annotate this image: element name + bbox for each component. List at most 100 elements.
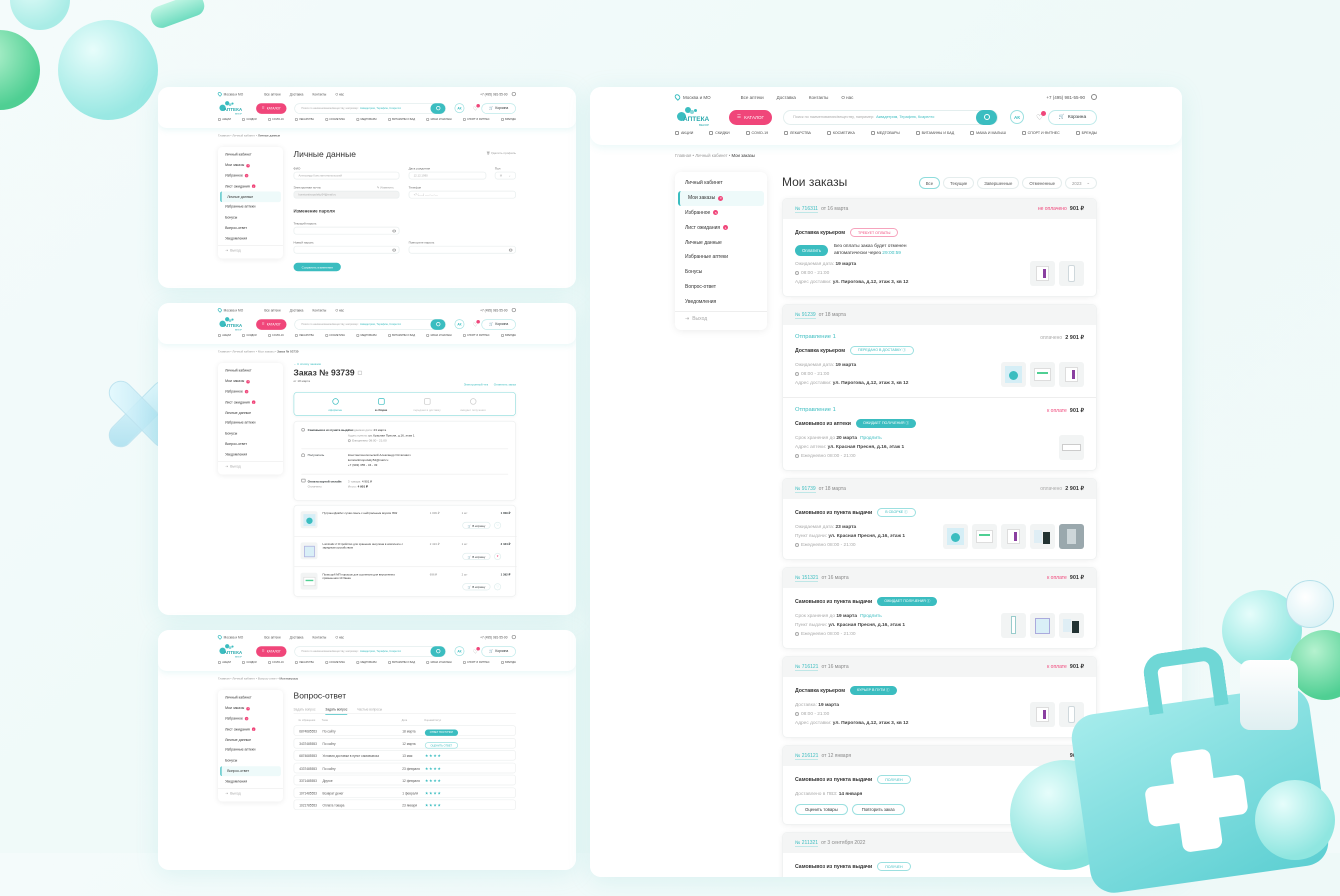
catalog-button[interactable]: ☰ КАТАЛОГ bbox=[256, 102, 287, 114]
top-link[interactable]: Контакты bbox=[312, 635, 327, 639]
top-link[interactable]: Все аптеки bbox=[264, 308, 281, 312]
current-password-input[interactable] bbox=[293, 226, 400, 235]
dob-input[interactable]: 12.12.1990 bbox=[408, 171, 487, 180]
order-number[interactable]: № 716311 bbox=[795, 205, 819, 213]
top-link[interactable]: Доставка bbox=[289, 635, 304, 639]
search-button[interactable] bbox=[430, 102, 446, 114]
nav-item[interactable]: Бренды bbox=[500, 334, 516, 337]
nav-item[interactable]: Витамины и БАД bbox=[387, 118, 415, 121]
nav-item[interactable]: Лекарства bbox=[294, 118, 314, 121]
location-selector[interactable]: Москва и МО bbox=[217, 307, 243, 313]
nav-item[interactable]: Бренды bbox=[500, 118, 516, 121]
search-button[interactable] bbox=[430, 318, 446, 330]
breadcrumb-item[interactable]: Главная bbox=[218, 133, 230, 138]
top-link[interactable]: Все аптеки bbox=[264, 635, 281, 639]
order-card[interactable]: № 91739 от 18 марта оплачено 2 901 ₽ Самовы… bbox=[782, 478, 1097, 560]
add-to-cart-button[interactable]: 🛒 В корзину bbox=[462, 583, 491, 591]
nav-item[interactable]: Витамины и БАД bbox=[387, 661, 415, 664]
product-thumbnail[interactable] bbox=[1059, 362, 1084, 387]
nav-item[interactable]: Спорт и фитнес bbox=[462, 118, 490, 121]
nav-item[interactable]: Лекарства bbox=[294, 661, 314, 664]
extend-link[interactable]: Продлить bbox=[860, 614, 882, 619]
product-name[interactable]: Полисорб МП порошок для суспензии для вн… bbox=[322, 572, 395, 580]
top-link[interactable]: Контакты bbox=[808, 94, 829, 100]
order-card[interactable]: № 716121 от 16 марта к оплате 901 ₽ Доставк… bbox=[782, 656, 1097, 738]
top-link[interactable]: О нас bbox=[841, 94, 854, 100]
product-thumbnail[interactable] bbox=[1001, 362, 1026, 387]
breadcrumb-item[interactable]: Личный кабинет bbox=[232, 349, 256, 354]
avatar[interactable]: АК bbox=[454, 319, 465, 330]
logo[interactable]: АПТЕКА ВЕКОР bbox=[218, 317, 246, 331]
search-input[interactable]: Поиск по наименованию/веществу, например… bbox=[294, 645, 447, 657]
product-thumbnail[interactable] bbox=[301, 573, 318, 590]
top-link[interactable]: Контакты bbox=[312, 308, 327, 312]
product-thumbnail[interactable] bbox=[1030, 524, 1055, 549]
cart-button[interactable]: 🛒 Корзина bbox=[1048, 109, 1097, 125]
search-input[interactable]: Поиск по наименованию/веществу, например… bbox=[294, 102, 447, 114]
top-link[interactable]: Доставка bbox=[289, 92, 304, 96]
phone-number[interactable]: +7 (495) 981-55-90 bbox=[480, 635, 508, 639]
cart-button[interactable]: 🛒 Корзина bbox=[481, 102, 516, 114]
sidebar-item[interactable]: Мои заказы 3 bbox=[218, 160, 283, 170]
user-icon[interactable] bbox=[511, 91, 516, 97]
sidebar-item[interactable]: Личные данные bbox=[218, 735, 283, 745]
phone-number[interactable]: +7 (495) 981-55-90 bbox=[480, 92, 508, 96]
top-link[interactable]: Доставка bbox=[289, 308, 304, 312]
back-to-orders-link[interactable]: ← К списку заказов bbox=[293, 362, 321, 366]
avatar[interactable]: АК bbox=[454, 103, 465, 114]
favorites-button[interactable]: ♡ bbox=[473, 319, 481, 327]
nav-item[interactable]: Мама и малыш bbox=[426, 118, 452, 121]
nav-item[interactable]: Скидки bbox=[242, 334, 257, 337]
top-link[interactable]: Все аптеки bbox=[264, 92, 281, 96]
repeat-password-input[interactable] bbox=[408, 245, 516, 254]
logout-button[interactable]: ⇥ Выход bbox=[218, 788, 283, 798]
product-thumbnail[interactable] bbox=[972, 524, 997, 549]
breadcrumb-item[interactable]: Личный кабинет bbox=[695, 153, 728, 158]
order-card[interactable]: № 151321 от 16 марта к оплате 901 ₽ Самовыв… bbox=[782, 567, 1097, 649]
product-thumbnail[interactable] bbox=[1001, 613, 1026, 638]
delete-profile-link[interactable]: 🗑 Удалить профиль bbox=[486, 151, 516, 155]
location-selector[interactable]: Москва и МО bbox=[217, 634, 243, 640]
logout-button[interactable]: ⇥ Выход bbox=[218, 461, 283, 471]
product-thumbnail[interactable] bbox=[1030, 362, 1055, 387]
top-link[interactable]: Все аптеки bbox=[740, 94, 764, 100]
question-row[interactable]: 3371485553 Другое 12 февраля ★★★★ bbox=[293, 774, 516, 786]
sidebar-item[interactable]: Личный кабинет bbox=[675, 176, 767, 191]
order-number[interactable]: № 91739 bbox=[795, 485, 816, 493]
sidebar-item[interactable]: Мои заказы 3 bbox=[218, 703, 283, 713]
nav-item[interactable]: Мама и малыш bbox=[426, 334, 452, 337]
favorite-toggle[interactable]: ♡ bbox=[494, 521, 502, 529]
sidebar-item[interactable]: Избранное 5 bbox=[218, 387, 283, 397]
product-thumbnail[interactable] bbox=[1059, 261, 1084, 286]
product-name[interactable]: Luminalix 2 Устройство для хранения инсу… bbox=[322, 542, 404, 550]
nav-item[interactable]: Косметика bbox=[826, 131, 855, 135]
product-thumbnail[interactable] bbox=[300, 511, 318, 529]
sidebar-item[interactable]: Избранное 5 bbox=[218, 714, 283, 724]
nav-item[interactable]: Спорт и фитнес bbox=[462, 661, 490, 664]
sidebar-item[interactable]: Вопрос-ответ bbox=[220, 765, 281, 777]
sidebar-item[interactable]: Лист ожидания 1 bbox=[218, 181, 283, 191]
add-to-cart-button[interactable]: 🛒 В корзину bbox=[462, 552, 491, 560]
product-thumbnail[interactable] bbox=[1059, 613, 1084, 638]
nav-item[interactable]: Лекарства bbox=[783, 131, 811, 135]
sidebar-item[interactable]: Бонусы bbox=[675, 265, 767, 280]
question-row[interactable]: 3437485553 По сайту 12 марта Оценить ответ bbox=[293, 737, 516, 749]
nav-item[interactable]: Медтовары bbox=[356, 118, 377, 121]
question-row[interactable]: 1071485553 Возврат денег 1 февраля ★★★★ bbox=[293, 787, 516, 798]
favorite-toggle[interactable]: ♥ bbox=[494, 552, 502, 560]
product-thumbnail[interactable] bbox=[300, 572, 318, 590]
nav-item[interactable]: Акции bbox=[675, 131, 693, 135]
new-password-input[interactable] bbox=[293, 245, 400, 254]
question-row[interactable]: 6874685553 По сайту 18 марта Ответ поступил bbox=[293, 725, 516, 736]
order-action-button[interactable]: Оценить товары bbox=[795, 804, 848, 815]
phone-number[interactable]: +7 (495) 981-55-90 bbox=[1046, 94, 1085, 100]
sidebar-item[interactable]: Личный кабинет bbox=[218, 366, 283, 376]
user-icon[interactable] bbox=[1091, 94, 1097, 100]
product-thumbnail[interactable] bbox=[1059, 524, 1084, 549]
qa-tab[interactable]: Задать вопрос bbox=[293, 707, 316, 712]
order-number[interactable]: № 151321 bbox=[795, 574, 819, 582]
logo[interactable]: АПТЕКА ВЕКОР bbox=[675, 107, 715, 127]
edit-email-link[interactable]: ✎ Изменить bbox=[376, 185, 394, 190]
nav-item[interactable]: Бренды bbox=[1075, 131, 1097, 135]
user-icon[interactable] bbox=[511, 307, 516, 313]
